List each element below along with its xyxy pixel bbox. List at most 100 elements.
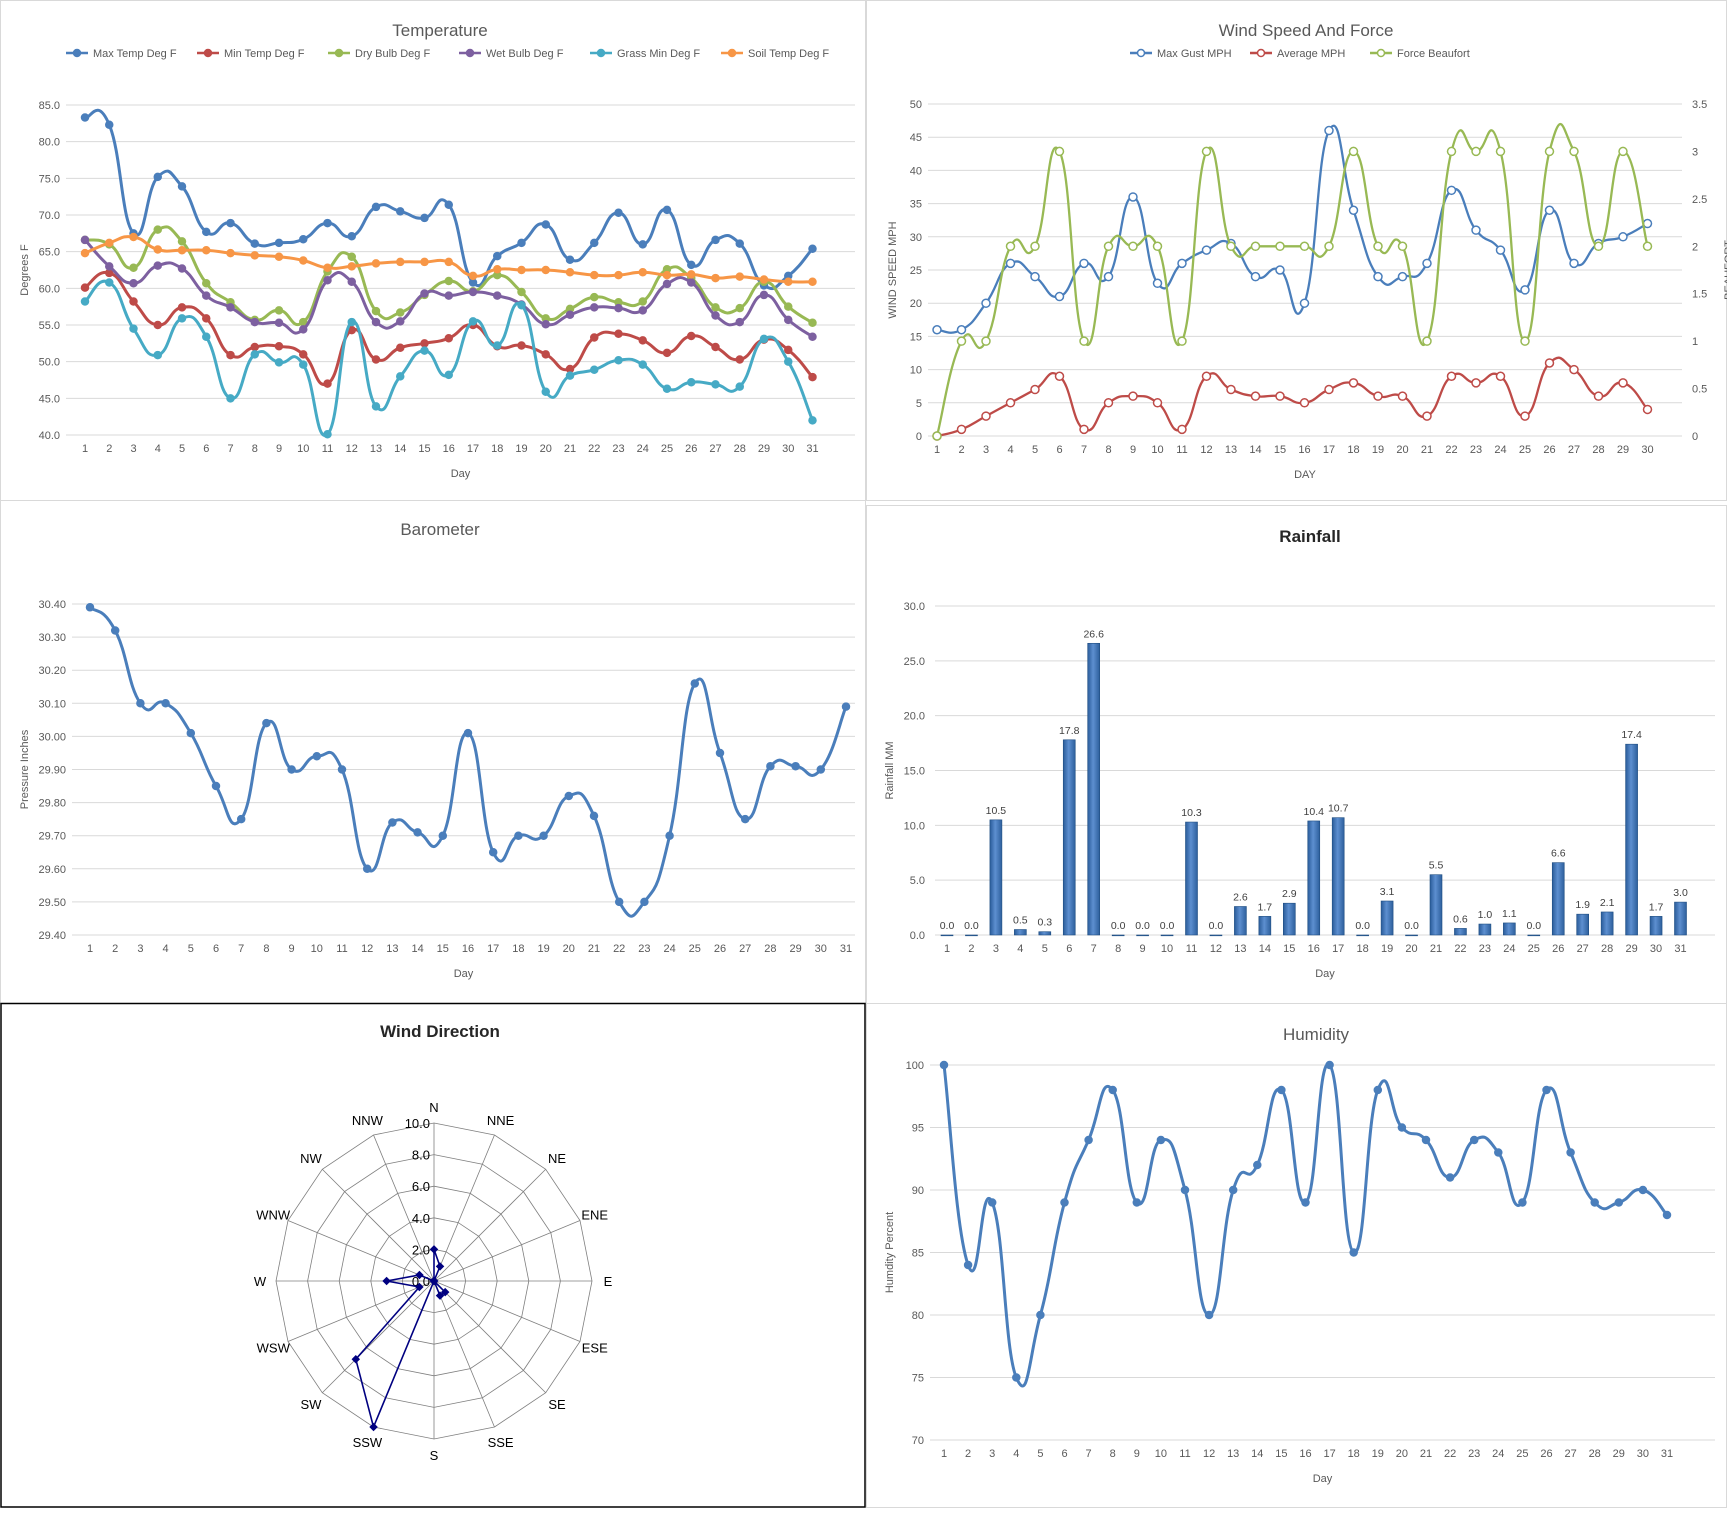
x-tick-label: 13 (386, 943, 398, 955)
data-point (784, 302, 793, 311)
data-point (687, 270, 696, 279)
data-point (517, 341, 526, 350)
data-point (1275, 241, 1285, 252)
data-point (715, 748, 725, 758)
data-point (371, 317, 381, 327)
data-label: 3.1 (1380, 886, 1395, 898)
data-point (1593, 241, 1604, 252)
data-point (1422, 411, 1432, 421)
legend-marker (1376, 48, 1386, 58)
y-tick-label: 90 (912, 1185, 924, 1197)
data-point (312, 752, 322, 761)
legend-marker (1256, 48, 1266, 58)
data-point (1301, 1198, 1310, 1207)
data-point (1012, 1373, 1021, 1382)
direction-label: N (429, 1100, 438, 1115)
data-point (413, 828, 422, 837)
data-point (687, 260, 696, 270)
data-point (590, 365, 599, 374)
data-point (1226, 241, 1236, 252)
x-tick-label: 23 (638, 943, 650, 955)
x-tick-label: 18 (512, 943, 524, 955)
direction-label: W (254, 1274, 267, 1289)
y-tick-label: 30.10 (38, 698, 66, 710)
data-point (105, 262, 114, 271)
data-point (202, 291, 211, 300)
data-point (590, 270, 599, 280)
data-label: 1.0 (1478, 909, 1493, 921)
y-tick-label: 40 (910, 165, 922, 177)
data-point (1348, 146, 1359, 157)
x-tick-label: 25 (1528, 943, 1540, 955)
y-tick-label: 29.50 (38, 897, 66, 909)
data-point (735, 317, 744, 327)
y-tick-label: 85.0 (39, 100, 60, 112)
radial-tick-label: 8.0 (412, 1148, 430, 1163)
rain-bar (1625, 743, 1638, 936)
x-tick-label: 9 (1134, 1448, 1140, 1460)
data-point (371, 355, 381, 364)
data-point (1108, 1085, 1117, 1095)
x-tick-label: 6 (1061, 1448, 1067, 1460)
data-point (1079, 336, 1089, 346)
data-point (1397, 1123, 1407, 1132)
data-point (347, 252, 356, 262)
x-axis-label: Day (1313, 1473, 1333, 1485)
data-point (1250, 241, 1261, 252)
x-tick-label: 16 (443, 443, 455, 455)
x-tick-label: 24 (1492, 1448, 1504, 1460)
data-point (963, 1260, 973, 1270)
barometer-chart: Barometer 29.40 29.50 29.60 29.70 29.80 29.90 3… (19, 520, 855, 980)
data-label: 1.1 (1502, 908, 1517, 920)
data-point (981, 336, 991, 346)
data-point (396, 317, 405, 326)
rainfall-chart: Rainfall0.05.010.015.020.025.030.00.010.… (884, 527, 1715, 980)
data-point (1421, 1135, 1431, 1145)
data-point (1397, 391, 1408, 401)
x-tick-label: 28 (734, 443, 746, 455)
data-point (226, 303, 235, 312)
x-tick-label: 7 (227, 443, 233, 455)
x-tick-label: 21 (564, 443, 576, 455)
chart-title: Wind Direction (380, 1022, 500, 1041)
x-tick-label: 20 (1396, 444, 1408, 456)
direction-label: ESE (582, 1341, 608, 1356)
data-point (1152, 278, 1163, 289)
y-tick-label: 70.0 (39, 210, 60, 222)
data-point (444, 291, 453, 300)
x-tick-label: 29 (1613, 1448, 1625, 1460)
data-point (1036, 1310, 1045, 1320)
y-axis-label: Humdity Percent (884, 1212, 896, 1293)
data-point (735, 355, 744, 364)
data-point (711, 380, 720, 389)
data-point (1128, 391, 1138, 401)
x-tick-label: 2 (965, 1448, 971, 1460)
data-point (808, 318, 817, 328)
x-tick-label: 22 (1444, 1448, 1456, 1460)
x-tick-label: 11 (1186, 943, 1197, 955)
data-point (665, 831, 674, 840)
data-point (274, 318, 284, 328)
data-point (1177, 336, 1187, 346)
x-tick-label: 17 (1323, 444, 1335, 456)
rain-bar (1038, 931, 1052, 936)
data-point (1079, 424, 1089, 435)
rain-bar (1405, 934, 1418, 937)
data-point (614, 329, 623, 339)
data-point (1618, 146, 1628, 157)
x-tick-label: 31 (1661, 1448, 1673, 1460)
data-point (105, 278, 114, 287)
legend-label: Min Temp Deg F (224, 48, 305, 60)
x-tick-label: 21 (1430, 943, 1442, 955)
radar-spoke (433, 1220, 581, 1282)
x-tick-label: 19 (537, 943, 549, 955)
data-point (396, 343, 405, 352)
x-tick-label: 11 (322, 443, 333, 455)
x-axis-label: Day (451, 468, 471, 480)
x-tick-label: 1 (944, 943, 950, 955)
radar-spoke (433, 1280, 581, 1342)
data-point (1250, 271, 1261, 282)
x-tick-label: 18 (491, 443, 503, 455)
data-point (1177, 258, 1187, 269)
y-tick-label: 0.0 (910, 930, 925, 942)
